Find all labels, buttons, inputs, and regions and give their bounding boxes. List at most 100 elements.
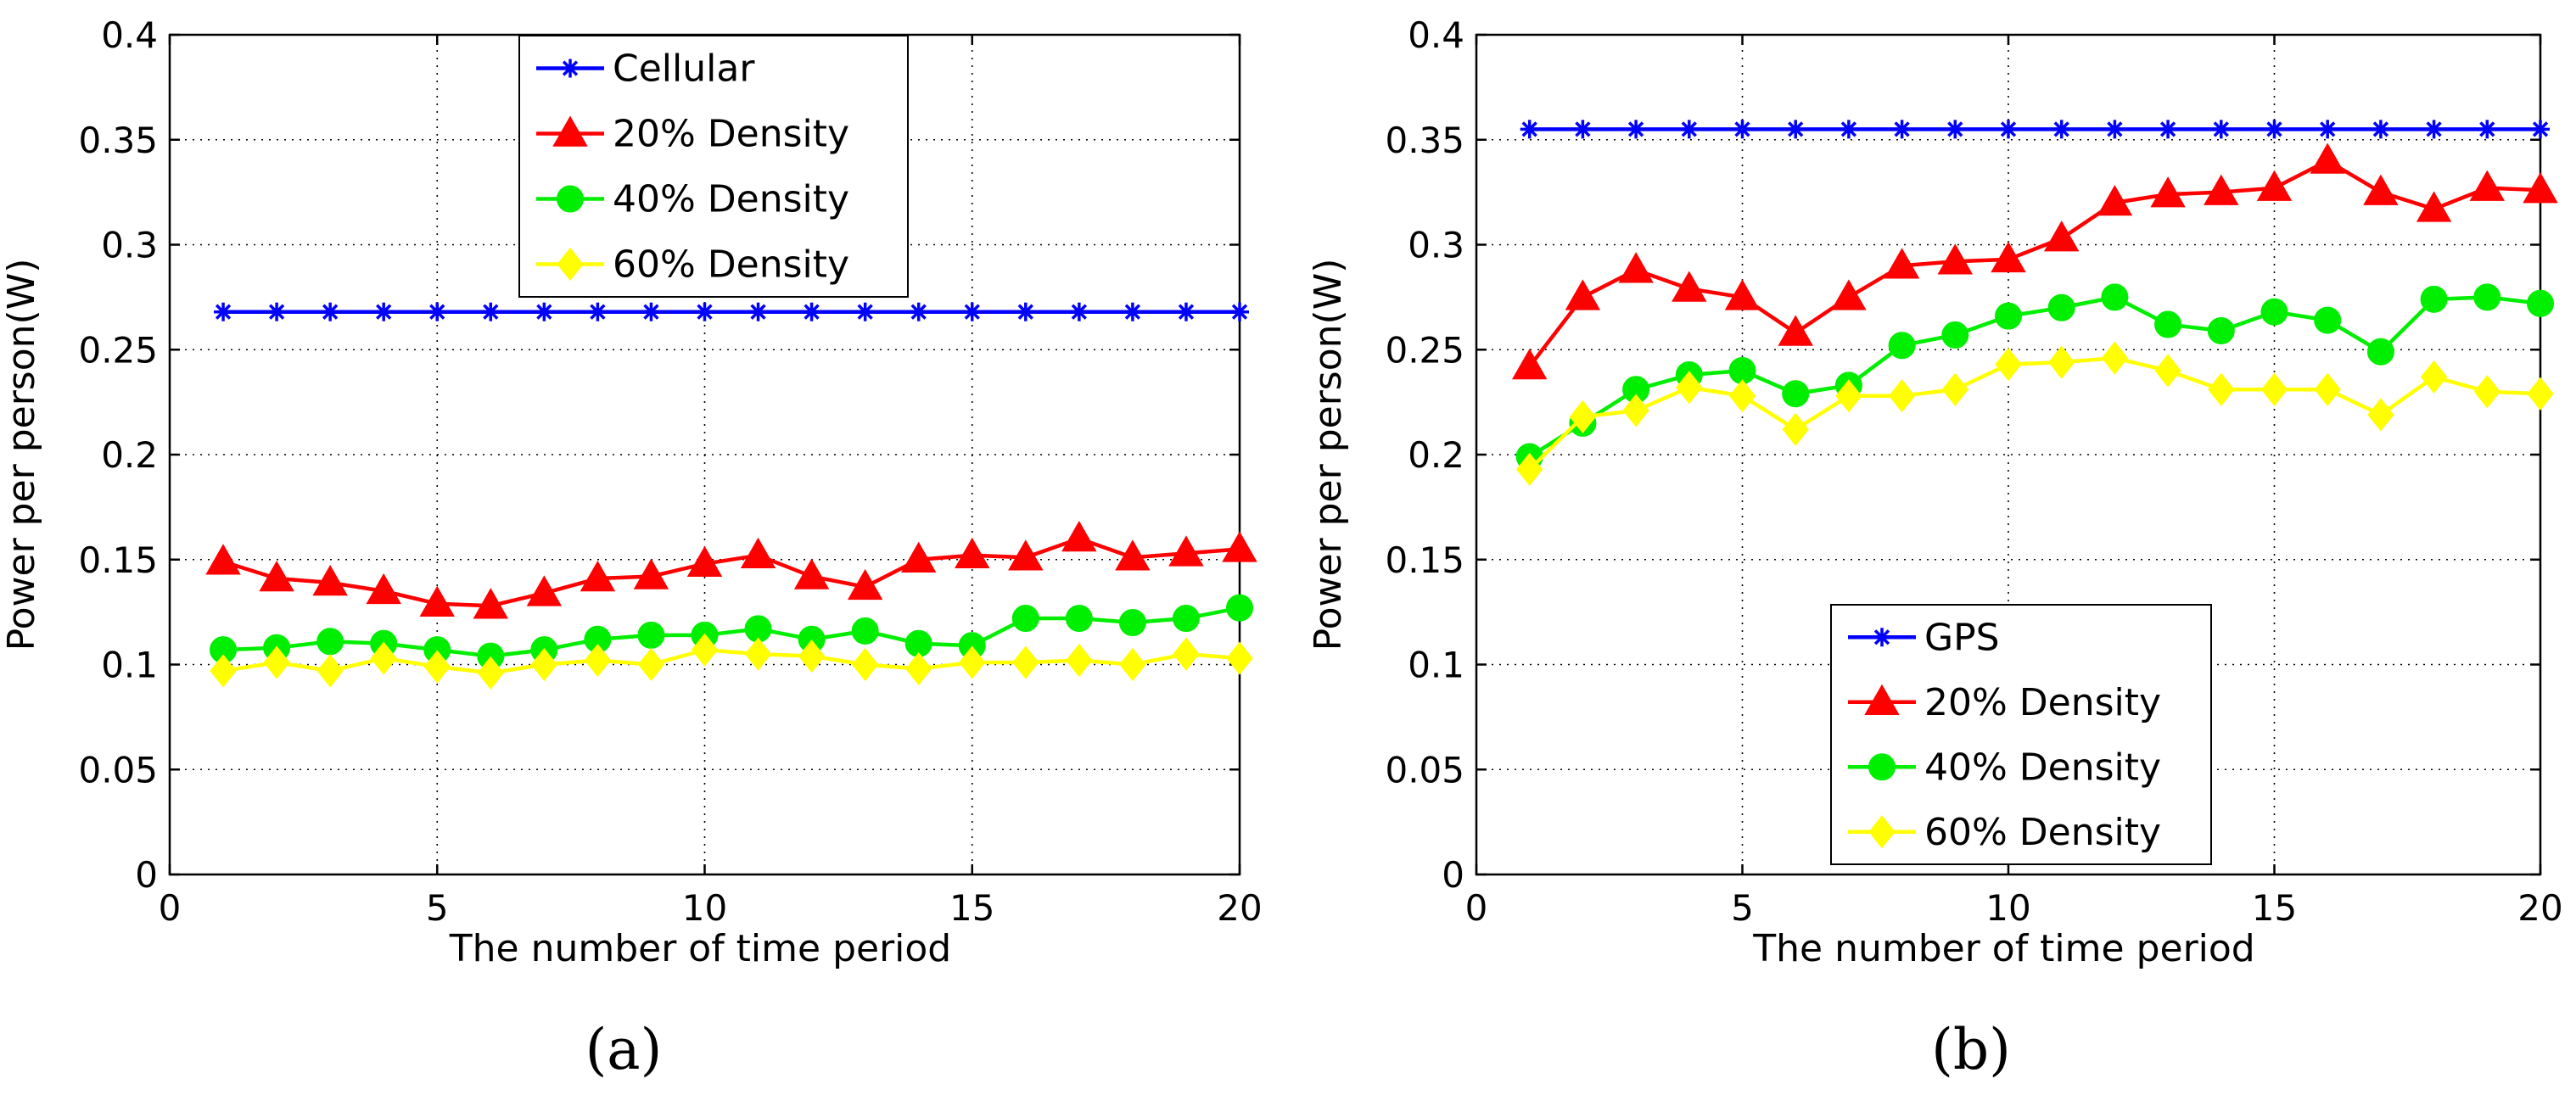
legend-item: 60% Density bbox=[1848, 811, 2161, 854]
data-point bbox=[423, 650, 451, 684]
data-point bbox=[2052, 120, 2071, 139]
data-point bbox=[1618, 252, 1654, 283]
legend-label: 40% Density bbox=[1924, 746, 2161, 789]
data-point bbox=[1569, 399, 1597, 434]
series-cellular bbox=[214, 302, 1249, 321]
data-point bbox=[637, 621, 665, 649]
legend-box bbox=[518, 35, 909, 298]
data-point bbox=[2314, 372, 2341, 406]
data-point bbox=[641, 302, 661, 321]
data-point bbox=[2523, 172, 2558, 204]
data-point bbox=[1672, 271, 1707, 302]
data-point bbox=[1778, 315, 1813, 346]
data-point bbox=[588, 302, 608, 321]
y-tick-label: 0 bbox=[135, 854, 158, 896]
data-point bbox=[691, 633, 719, 667]
data-point bbox=[1679, 120, 1699, 139]
data-point bbox=[740, 537, 776, 569]
legend: GPS 20% Density 40% Density 60% Density bbox=[1830, 604, 2212, 865]
data-point bbox=[1061, 520, 1097, 552]
data-point bbox=[1782, 380, 1810, 408]
data-point bbox=[1831, 279, 1867, 310]
data-point bbox=[2211, 120, 2231, 139]
data-point bbox=[473, 588, 509, 619]
legend-label: GPS bbox=[1924, 616, 2000, 659]
data-point bbox=[1069, 302, 1089, 321]
data-point bbox=[580, 561, 616, 592]
x-tick-label: 0 bbox=[1465, 887, 1488, 929]
data-series bbox=[205, 302, 1257, 690]
x-tick-label: 15 bbox=[2252, 887, 2297, 929]
data-point bbox=[1123, 302, 1142, 321]
data-point bbox=[744, 637, 772, 671]
legend-item: 60% Density bbox=[536, 243, 849, 287]
data-point bbox=[1995, 302, 2022, 330]
legend-marker bbox=[561, 59, 580, 78]
grid-lines bbox=[1476, 35, 2540, 874]
x-tick-label: 20 bbox=[1217, 887, 1262, 929]
data-point bbox=[2208, 372, 2235, 406]
data-point bbox=[851, 647, 879, 682]
data-point bbox=[2416, 191, 2452, 222]
data-point bbox=[2154, 310, 2182, 338]
data-point bbox=[2256, 170, 2293, 201]
series-60-density bbox=[1516, 341, 2554, 486]
x-tick-label: 5 bbox=[1731, 887, 1754, 929]
data-point bbox=[1230, 302, 1249, 321]
data-point bbox=[1941, 372, 1968, 406]
legend-label: 40% Density bbox=[613, 178, 849, 221]
data-point bbox=[2101, 283, 2129, 311]
data-point bbox=[1724, 279, 1761, 310]
data-point bbox=[1782, 412, 1809, 446]
legend-item: 20% Density bbox=[536, 113, 849, 156]
data-point bbox=[2371, 120, 2390, 139]
data-point bbox=[2105, 120, 2125, 139]
legend-marker bbox=[552, 115, 588, 147]
x-axis-label: The number of time period bbox=[1752, 927, 2255, 970]
data-point bbox=[2366, 338, 2394, 366]
series-20-density bbox=[1511, 142, 2558, 380]
series-40-density bbox=[210, 594, 1253, 670]
data-series bbox=[1511, 120, 2558, 486]
x-tick-label: 10 bbox=[682, 887, 727, 929]
y-tick-label: 0.35 bbox=[1385, 120, 1464, 161]
data-point bbox=[1065, 605, 1093, 633]
series-gps bbox=[1520, 120, 2550, 139]
data-point bbox=[1941, 321, 1969, 349]
data-point bbox=[2473, 375, 2500, 409]
data-point bbox=[1511, 349, 1548, 380]
data-point bbox=[1728, 379, 1756, 413]
data-point bbox=[1892, 120, 1912, 139]
data-point bbox=[2204, 174, 2239, 205]
data-point bbox=[428, 302, 447, 321]
data-point bbox=[1946, 120, 1965, 139]
data-point bbox=[1066, 643, 1093, 678]
data-point bbox=[2314, 306, 2342, 334]
data-point bbox=[1119, 647, 1146, 682]
data-point bbox=[905, 651, 932, 686]
panel-label-b: (b) bbox=[1931, 1017, 2011, 1082]
data-point bbox=[1995, 347, 2022, 382]
y-tick-label: 0.1 bbox=[101, 645, 158, 686]
data-point bbox=[2527, 289, 2554, 317]
x-tick-label: 10 bbox=[1985, 887, 2030, 929]
data-point bbox=[1835, 379, 1862, 413]
data-point bbox=[205, 544, 241, 575]
data-point bbox=[312, 564, 348, 596]
data-point bbox=[851, 617, 879, 645]
y-tick-label: 0.3 bbox=[101, 225, 158, 266]
legend-label: Cellular bbox=[613, 47, 755, 91]
data-point bbox=[2424, 120, 2444, 139]
legend-item: 40% Density bbox=[536, 178, 849, 221]
data-point bbox=[2154, 354, 2181, 388]
data-point bbox=[1011, 605, 1039, 633]
data-point bbox=[2150, 176, 2186, 208]
data-point bbox=[1565, 279, 1601, 310]
y-tick-label: 0.1 bbox=[1408, 645, 1464, 686]
data-point bbox=[2318, 120, 2338, 139]
x-tick-label: 0 bbox=[159, 887, 182, 929]
data-point bbox=[1676, 371, 1703, 405]
data-point bbox=[1999, 120, 2018, 139]
data-point bbox=[1016, 302, 1035, 321]
data-point bbox=[1176, 302, 1196, 321]
